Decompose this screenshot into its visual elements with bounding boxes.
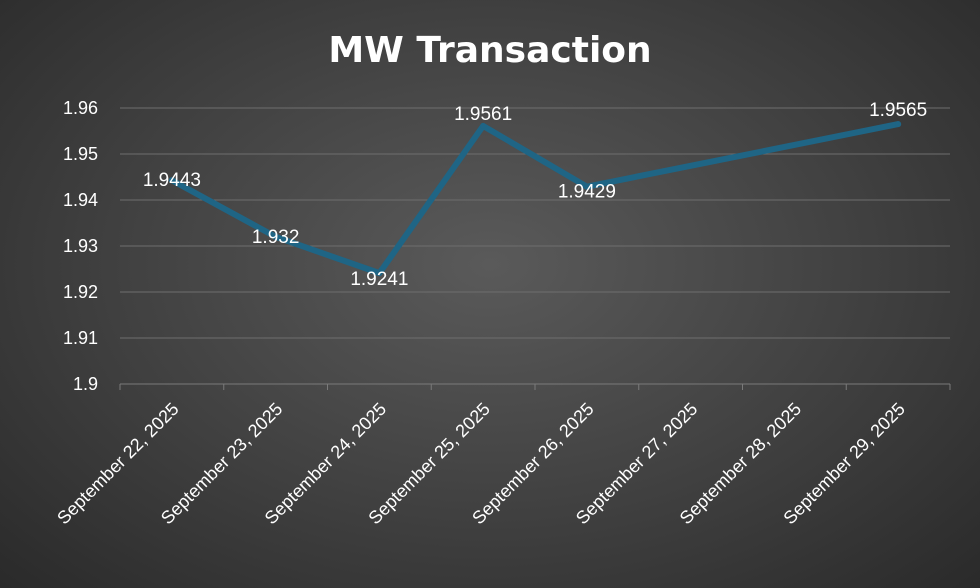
y-tick-label: 1.92 [63, 282, 98, 302]
y-tick-label: 1.91 [63, 328, 98, 348]
data-point [583, 183, 590, 190]
y-tick-label: 1.96 [63, 98, 98, 118]
data-point [376, 270, 383, 277]
data-label: 1.9561 [454, 104, 512, 125]
data-label: 1.932 [252, 227, 300, 248]
y-tick-label: 1.94 [63, 190, 98, 210]
data-label: 1.9429 [558, 182, 616, 203]
data-label: 1.9565 [869, 100, 927, 121]
chart-title: MW Transaction [328, 30, 651, 71]
data-label: 1.9443 [143, 170, 201, 191]
y-axis-ticks: 1.9 1.91 1.92 1.93 1.94 1.95 1.96 [63, 98, 98, 394]
y-tick-label: 1.95 [63, 144, 98, 164]
data-labels: 1.9443 1.932 1.9241 1.9561 1.9429 1.9565 [143, 100, 927, 290]
data-point [272, 233, 279, 240]
y-tick-label: 1.93 [63, 236, 98, 256]
gridlines [120, 107, 950, 385]
data-point [480, 122, 487, 129]
data-point [168, 177, 175, 184]
data-point [895, 121, 902, 128]
series-line [168, 121, 902, 277]
series-layer [168, 121, 902, 277]
data-label: 1.9241 [350, 269, 408, 290]
y-tick-label: 1.9 [73, 374, 98, 394]
